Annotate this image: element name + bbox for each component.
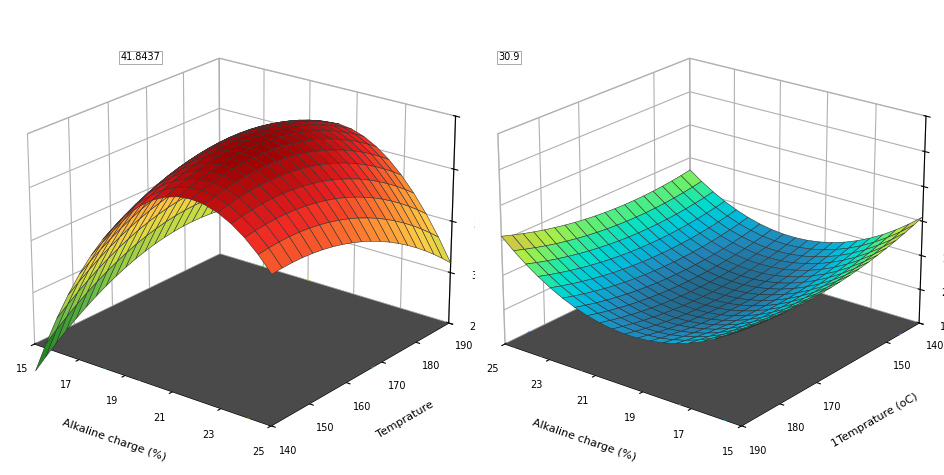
Y-axis label: 1Temprature (oC): 1Temprature (oC): [830, 391, 919, 449]
Text: 41.8437: 41.8437: [121, 52, 160, 62]
X-axis label: Alkaline charge (%): Alkaline charge (%): [60, 417, 167, 462]
Text: 30.9: 30.9: [497, 52, 519, 62]
X-axis label: Alkaline charge (%): Alkaline charge (%): [531, 417, 636, 462]
Y-axis label: Temprature: Temprature: [374, 400, 434, 440]
